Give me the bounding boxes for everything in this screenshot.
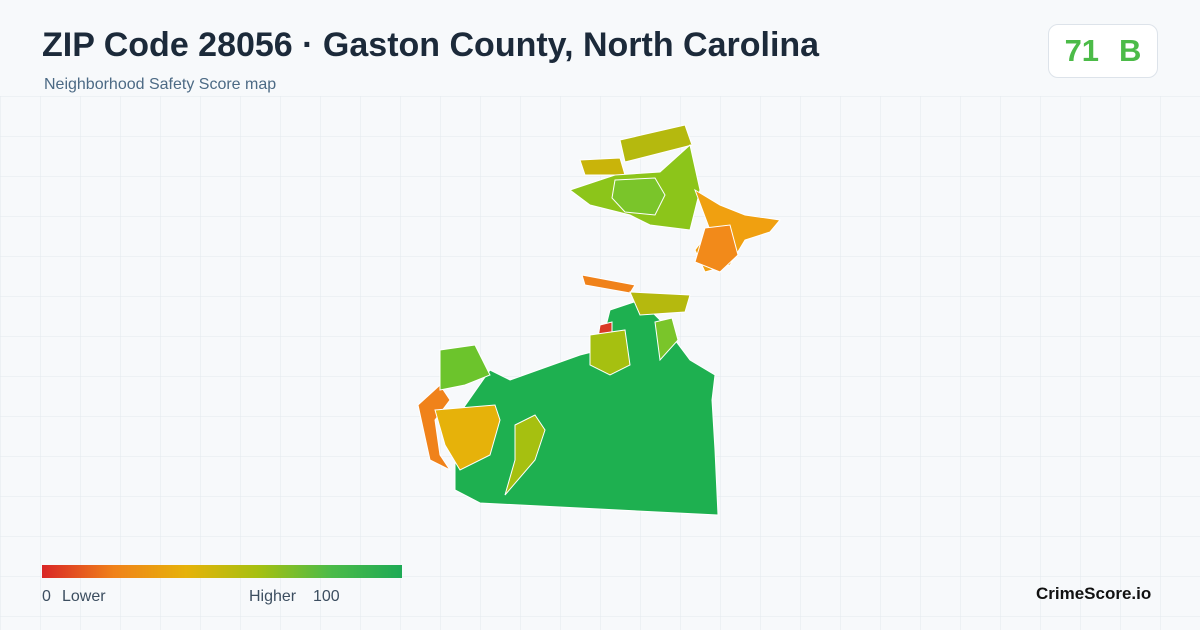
- legend-gradient: [42, 565, 402, 578]
- score-badge: 71 B: [1048, 24, 1158, 78]
- score-value: 71: [1064, 33, 1100, 68]
- legend-min-label: Lower: [62, 588, 106, 605]
- brand: CrimeScore.io: [1036, 584, 1152, 603]
- title: ZIP Code 28056 · Gaston County, North Ca…: [42, 26, 820, 64]
- legend-max: 100: [313, 588, 340, 605]
- legend-max-label: Higher: [249, 588, 297, 605]
- zip-regions: [417, 124, 781, 516]
- score-grade: B: [1119, 33, 1142, 68]
- legend-min: 0: [42, 588, 51, 605]
- subtitle: Neighborhood Safety Score map: [44, 76, 277, 93]
